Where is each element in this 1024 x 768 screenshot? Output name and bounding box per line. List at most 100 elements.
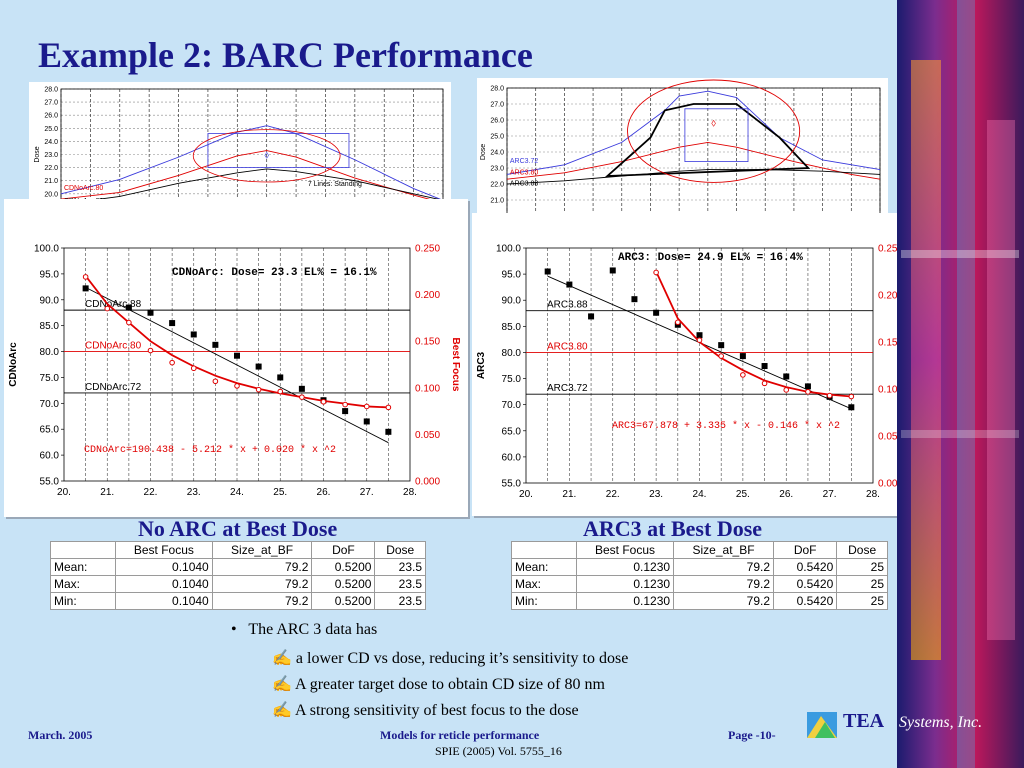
y2-tick-label: 0.050 bbox=[878, 432, 903, 443]
x-tick-label: 28. bbox=[866, 489, 880, 500]
best-focus-point bbox=[190, 365, 197, 372]
y-tick-label: 23.0 bbox=[44, 152, 58, 159]
table-cell: 0.5420 bbox=[773, 592, 838, 610]
plot-frame bbox=[63, 247, 411, 482]
x-tick-label: 20. bbox=[519, 489, 533, 500]
series-label: ARC3.88 bbox=[510, 181, 539, 188]
target-line-label: ARC3.80 bbox=[547, 341, 588, 352]
y2-tick-label: 0.100 bbox=[878, 385, 903, 396]
cd-fit-line bbox=[85, 286, 389, 444]
cd-point bbox=[234, 352, 240, 359]
table-header: Dose bbox=[374, 541, 426, 559]
cd-point bbox=[588, 313, 595, 320]
cd-point bbox=[125, 304, 132, 311]
cd-point bbox=[804, 383, 811, 390]
table-header-row: Best Focus Size_at_BF DoF Dose bbox=[50, 541, 426, 559]
y-tick-label: 55.0 bbox=[40, 477, 60, 488]
table-header: DoF bbox=[773, 541, 838, 559]
series-line bbox=[506, 141, 881, 180]
dose-el-annotation: ARC3: Dose= 24.9 EL% = 16.4% bbox=[618, 252, 803, 264]
best-focus-point bbox=[234, 383, 240, 389]
best-focus-curve bbox=[655, 271, 852, 398]
best-focus-point bbox=[363, 403, 370, 410]
bullet-text: The ARC 3 data has bbox=[248, 621, 378, 638]
table-cell: 25 bbox=[836, 575, 888, 593]
table-cell: 0.1230 bbox=[575, 592, 675, 610]
best-focus-point bbox=[255, 386, 262, 393]
cd-point bbox=[544, 268, 551, 275]
table-header bbox=[50, 541, 116, 559]
best-focus-point bbox=[212, 378, 219, 385]
best-focus-point bbox=[805, 389, 811, 395]
logo-subtext: Systems, Inc. bbox=[899, 714, 983, 731]
best-focus-point bbox=[848, 393, 855, 400]
table-cell: 0.5200 bbox=[311, 558, 376, 576]
table-row: Mean: 0.1230 79.2 0.5420 25 bbox=[511, 558, 888, 576]
x-tick-label: 26. bbox=[317, 487, 331, 498]
writing-hand-icon: ✍ bbox=[272, 702, 292, 719]
y-tick-label: 85.0 bbox=[40, 321, 60, 332]
y-tick-label: 25.0 bbox=[44, 126, 58, 133]
cd-point bbox=[255, 363, 262, 370]
table-header: Size_at_BF bbox=[673, 541, 775, 559]
y-axis-label: Dose bbox=[34, 146, 41, 162]
y-tick-label: 27.0 bbox=[490, 102, 504, 109]
cd-point bbox=[190, 331, 197, 338]
cd-point bbox=[566, 281, 573, 288]
y2-tick-label: 0.200 bbox=[415, 290, 440, 301]
slide-title: Example 2: BARC Performance bbox=[38, 35, 533, 75]
y-axis-label: ARC3 bbox=[476, 351, 487, 379]
best-focus-marker: ◊ bbox=[264, 150, 269, 160]
y-tick-label: 22.0 bbox=[44, 165, 58, 172]
y-tick-label: 75.0 bbox=[502, 374, 522, 385]
table-cell: Min: bbox=[50, 592, 116, 610]
table-header: Best Focus bbox=[575, 541, 675, 559]
y-tick-label: 85.0 bbox=[502, 322, 522, 333]
cd-point bbox=[631, 296, 638, 303]
y-tick-label: 25.0 bbox=[490, 134, 504, 141]
y2-tick-label: 0.100 bbox=[415, 383, 440, 394]
table-cell: 0.1230 bbox=[575, 575, 675, 593]
sub-bullet-3: ✍ A strong sensitivity of best focus to … bbox=[272, 700, 579, 720]
best-focus-point bbox=[104, 305, 111, 312]
best-focus-point bbox=[675, 319, 681, 326]
y2-axis-label: Best Focus bbox=[450, 338, 461, 392]
series-line bbox=[60, 125, 444, 201]
cd-dose-chart-arc3: 55.0 60.0 65.0 70.0 75.0 80.0 85.0 90.0 95.0 100.… bbox=[472, 213, 922, 516]
dose-el-annotation: CDNoArc: Dose= 23.3 EL% = 16.1% bbox=[172, 267, 377, 279]
y-tick-label: 100.0 bbox=[34, 244, 59, 255]
series-line bbox=[506, 169, 881, 185]
x-tick-label: 25. bbox=[273, 487, 287, 498]
series-line bbox=[60, 168, 444, 205]
footer-title: Models for reticle performance bbox=[380, 728, 540, 742]
series-label: 7 Lines: Standing bbox=[308, 181, 362, 188]
footer-reference: SPIE (2005) Vol. 5755_16 bbox=[435, 744, 562, 758]
process-window-box bbox=[684, 108, 749, 162]
cd-point bbox=[385, 428, 392, 435]
best-focus-marker: ◊ bbox=[711, 118, 716, 128]
best-focus-point bbox=[147, 347, 154, 354]
cd-point bbox=[783, 373, 790, 380]
table-row: Max: 0.1040 79.2 0.5200 23.5 bbox=[50, 575, 426, 593]
x-tick-label: 22. bbox=[606, 489, 620, 500]
best-focus-point bbox=[740, 372, 746, 378]
best-focus-point bbox=[826, 392, 833, 399]
y-tick-label: 55.0 bbox=[502, 479, 522, 490]
cd-point bbox=[696, 332, 703, 339]
table-cell: 79.2 bbox=[673, 592, 775, 610]
y2-tick-label: 0.050 bbox=[415, 430, 440, 441]
y-tick-label: 90.0 bbox=[502, 296, 522, 307]
y-tick-label: 60.0 bbox=[502, 452, 522, 463]
table-cell: 0.1040 bbox=[115, 592, 213, 610]
process-window-box bbox=[207, 133, 350, 169]
table-cell: 79.2 bbox=[673, 558, 775, 576]
y-tick-label: 80.0 bbox=[40, 347, 60, 358]
x-tick-label: 23. bbox=[649, 489, 663, 500]
cd-point bbox=[342, 408, 349, 415]
x-tick-label: 20. bbox=[57, 487, 71, 498]
x-tick-label: 27. bbox=[823, 489, 837, 500]
y-tick-label: 100.0 bbox=[496, 244, 521, 255]
best-focus-point bbox=[82, 274, 89, 280]
series-label: ARC3.72 bbox=[510, 158, 539, 165]
table-row: Min: 0.1040 79.2 0.5200 23.5 bbox=[50, 592, 426, 610]
